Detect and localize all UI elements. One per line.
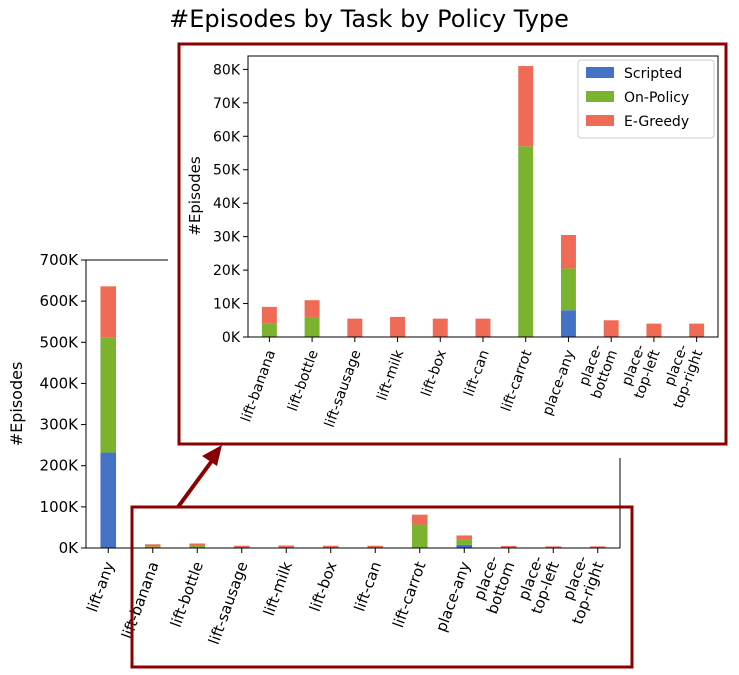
main-x-tick-label: lift-milk [260, 559, 296, 618]
legend-swatch-e-greedy [586, 115, 614, 126]
inset-y-tick-label: 60K [213, 129, 241, 145]
legend-swatch-on-policy [586, 91, 614, 102]
main-bar-lift-banana-on-policy [144, 546, 161, 548]
main-y-tick-label: 400K [40, 374, 80, 392]
inset-bar-place-any-scripted [560, 310, 576, 337]
inset-bar-place-bottom-e-greedy [603, 320, 619, 337]
inset-bar-lift-banana-on-policy [261, 323, 277, 337]
main-y-tick-label: 300K [40, 416, 80, 434]
main-x-tick-label: lift-can [350, 559, 385, 614]
main-bar-lift-box-e-greedy [322, 545, 339, 548]
main-x-tick-label: lift-carrot [389, 559, 430, 630]
main-bar-lift-bottle-on-policy [189, 545, 206, 548]
main-y-tick-label: 700K [40, 251, 80, 269]
inset-y-tick-label: 70K [213, 96, 241, 112]
main-y-tick-label: 500K [40, 333, 80, 351]
main-bar-place-any-scripted [456, 544, 473, 548]
legend-label-scripted: Scripted [624, 66, 682, 82]
inset-bar-lift-can-e-greedy [475, 318, 491, 337]
main-x-tick-label: lift-sausage [205, 559, 252, 647]
main-x-tick-label: place-top-right [552, 553, 607, 626]
main-bar-place-top-right-e-greedy [589, 546, 606, 548]
inset-bars [261, 66, 705, 337]
main-x-tick-label: lift-any [83, 559, 118, 614]
main-bar-lift-any-scripted [100, 452, 117, 548]
inset-y-tick-label: 50K [213, 163, 241, 179]
main-x-tick-label: place-any [432, 559, 474, 634]
chart-title: #Episodes by Task by Policy Type [169, 5, 569, 33]
inset-bar-lift-banana-e-greedy [261, 306, 277, 324]
main-y-tick-label: 200K [40, 457, 80, 475]
main-bar-lift-carrot-on-policy [411, 524, 428, 548]
inset-bar-lift-milk-e-greedy [390, 316, 406, 337]
main-bar-place-any-on-policy [456, 539, 473, 545]
arrow-shaft [176, 456, 216, 509]
main-x-tick-label: lift-banana [118, 559, 163, 641]
inset-y-tick-label: 10K [213, 297, 241, 313]
inset-y-ticks: 0K 10K 20K 30K 40K 50K 60K 70K 80K [213, 62, 248, 346]
legend-label-on-policy: On-Policy [624, 90, 689, 106]
inset-y-tick-label: 0K [222, 330, 241, 346]
inset-y-tick-label: 40K [213, 196, 241, 212]
arrow-head [202, 445, 222, 466]
inset-y-tick-label: 80K [213, 62, 241, 78]
main-bar-lift-milk-e-greedy [278, 545, 295, 548]
main-bar-lift-any-on-policy [100, 337, 117, 453]
inset-bar-lift-sausage-e-greedy [347, 318, 363, 337]
inset-y-tick-label: 30K [213, 230, 241, 246]
main-bar-lift-can-e-greedy [367, 545, 384, 548]
main-bar-place-any-e-greedy [456, 535, 473, 540]
main-bars [100, 286, 606, 548]
legend: Scripted On-Policy E-Greedy [577, 59, 715, 139]
inset-bar-lift-bottle-on-policy [304, 316, 320, 337]
main-x-tick-label: lift-box [306, 559, 341, 614]
highlight-box [130, 505, 634, 669]
main-y-axis-title: #Episodes [7, 362, 26, 447]
main-bar-lift-carrot-e-greedy [411, 514, 428, 525]
inset-y-tick-label: 20K [213, 263, 241, 279]
main-axes [85, 259, 621, 549]
main-y-tick-label: 0K [59, 539, 80, 557]
inset-bar-place-any-e-greedy [560, 234, 576, 269]
main-bar-lift-any-e-greedy [100, 286, 117, 338]
legend-label-e-greedy: E-Greedy [624, 114, 689, 130]
zoom-arrow [176, 445, 222, 509]
main-x-tick-label: lift-bottle [167, 559, 207, 630]
inset-bar-place-top-left-e-greedy [646, 323, 662, 337]
inset-bar-lift-carrot-e-greedy [518, 66, 534, 147]
main-bar-lift-sausage-e-greedy [233, 545, 250, 548]
inset-bar-place-any-on-policy [560, 268, 576, 311]
legend-swatch-scripted [586, 67, 614, 78]
inset-bar-lift-box-e-greedy [432, 318, 448, 337]
inset-y-axis-title: #Episodes [186, 156, 204, 235]
inset-bar-lift-bottle-e-greedy [304, 300, 320, 317]
main-bar-place-top-left-e-greedy [545, 546, 562, 548]
main-x-ticks: lift-any lift-banana lift-bottlelift-sausa… [83, 548, 608, 647]
main-x-tick-label: place-bottom [467, 553, 518, 616]
main-bar-place-bottom-e-greedy [500, 545, 517, 548]
main-bar-lift-banana-e-greedy [144, 544, 161, 547]
main-bar-lift-bottle-e-greedy [189, 543, 206, 546]
main-y-tick-label: 100K [40, 498, 80, 516]
main-y-ticks: 0K 100K 200K 300K 400K 500K 600K 700K [40, 251, 86, 557]
inset-bar-lift-carrot-on-policy [518, 146, 534, 337]
main-y-tick-label: 600K [40, 292, 80, 310]
inset-bar-place-top-right-e-greedy [689, 323, 705, 337]
main-x-tick-label: place-top-left [512, 553, 563, 616]
